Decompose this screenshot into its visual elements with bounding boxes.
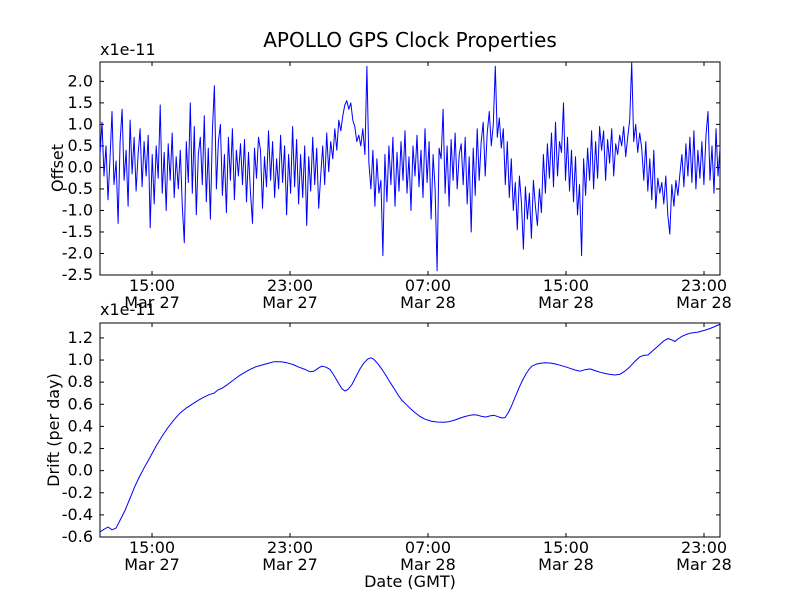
drift-series-line [99, 323, 721, 533]
x-tick-label-time: 07:00 [405, 538, 451, 557]
x-tick-label-date: Mar 28 [676, 555, 732, 574]
y-tick-label: 0.2 [68, 439, 93, 458]
y-tick-label: 0.0 [68, 157, 93, 176]
axes-spines [99, 322, 721, 538]
y-tick-label: 0.6 [68, 394, 93, 413]
x-tick-label-date: Mar 27 [124, 555, 180, 574]
y-tick-label: 1.0 [68, 350, 93, 369]
chart-title: APOLLO GPS Clock Properties [263, 28, 557, 52]
y-tick-label: -0.6 [62, 527, 93, 546]
y-tick-label: -0.2 [62, 483, 93, 502]
x-tick-label-time: 15:00 [129, 538, 175, 557]
y-tick-label: 1.0 [68, 114, 93, 133]
x-tick-label-time: 15:00 [129, 276, 175, 295]
offset-multiplier-top: x1e-11 [100, 40, 156, 59]
offset-multiplier-bottom: x1e-11 [100, 300, 156, 319]
y-axis-label-drift: Drift (per day) [44, 373, 63, 487]
x-tick-label-date: Mar 28 [538, 555, 594, 574]
x-tick-label-date: Mar 28 [400, 555, 456, 574]
y-tick-label: 0.0 [68, 461, 93, 480]
y-tick-label: -2.5 [62, 265, 93, 284]
x-tick-label-date: Mar 27 [124, 293, 180, 312]
y-tick-label: 1.2 [68, 328, 93, 347]
x-tick-label-date: Mar 27 [262, 555, 318, 574]
x-tick-label-date: Mar 27 [262, 293, 318, 312]
x-tick-label-time: 15:00 [543, 538, 589, 557]
y-tick-label: 0.5 [68, 136, 93, 155]
x-tick-label-date: Mar 28 [676, 293, 732, 312]
x-tick-label-time: 23:00 [681, 538, 727, 557]
x-tick-label-time: 15:00 [543, 276, 589, 295]
x-tick-label-time: 23:00 [681, 276, 727, 295]
y-tick-label: 0.4 [68, 416, 93, 435]
x-axis-label-date: Date (GMT) [364, 572, 456, 591]
offset-series-line [99, 61, 721, 272]
x-tick-label-date: Mar 28 [400, 293, 456, 312]
axes-spines [99, 61, 721, 276]
x-tick-label-time: 07:00 [405, 276, 451, 295]
x-tick-label-date: Mar 28 [538, 293, 594, 312]
y-tick-label: -0.5 [62, 179, 93, 198]
x-tick-label-time: 23:00 [267, 538, 313, 557]
y-tick-label: 2.0 [68, 71, 93, 90]
y-axis-label-offset: Offset [48, 143, 67, 193]
y-tick-label: -2.0 [62, 243, 93, 262]
y-tick-label: -0.4 [62, 505, 93, 524]
y-tick-label: -1.5 [62, 222, 93, 241]
y-tick-label: -1.0 [62, 200, 93, 219]
x-tick-label-time: 23:00 [267, 276, 313, 295]
y-tick-label: 0.8 [68, 372, 93, 391]
y-tick-label: 1.5 [68, 93, 93, 112]
